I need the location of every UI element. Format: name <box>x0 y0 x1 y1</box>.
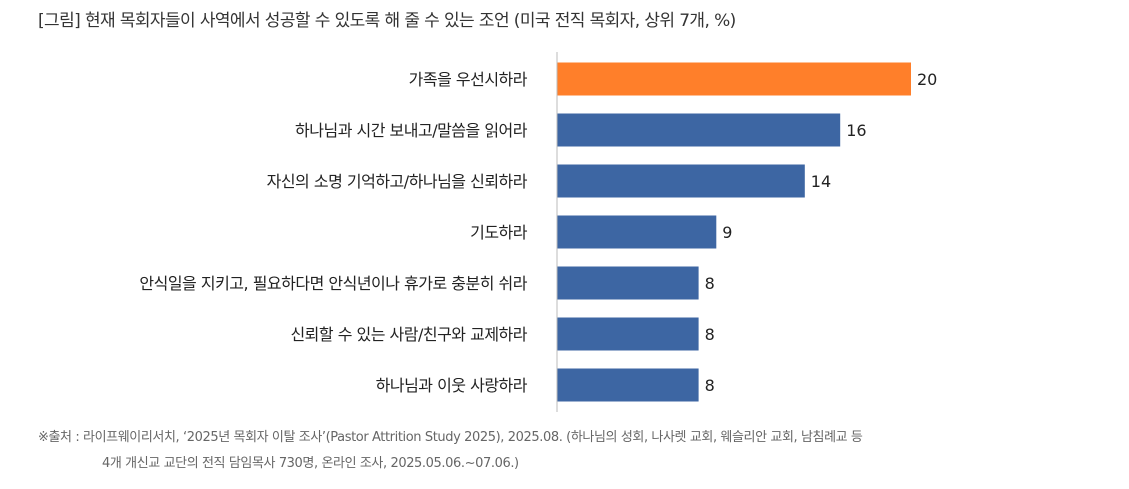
value-label: 8 <box>705 376 715 395</box>
category-label: 하나님과 시간 보내고/말씀을 읽어라 <box>295 121 528 140</box>
source-note-line2: 4개 개신교 교단의 전직 담임목사 730명, 온라인 조사, 2025.05… <box>102 456 519 471</box>
chart-title: [그림] 현재 목회자들이 사역에서 성공할 수 있도록 해 줄 수 있는 조언… <box>38 11 736 31</box>
bar <box>557 215 717 249</box>
value-label: 9 <box>722 223 732 242</box>
value-label: 20 <box>917 70 937 89</box>
category-label: 자신의 소명 기억하고/하나님을 신뢰하라 <box>267 172 528 191</box>
bar <box>557 164 805 198</box>
bar <box>557 266 699 300</box>
category-label: 가족을 우선시하라 <box>409 70 528 89</box>
value-labels: 20 16 14 9 8 8 8 <box>705 70 938 395</box>
bar <box>557 368 699 402</box>
value-label: 8 <box>705 274 715 293</box>
bar <box>557 317 699 351</box>
category-label: 신뢰할 수 있는 사람/친구와 교제하라 <box>290 325 527 344</box>
category-label: 안식일을 지키고, 필요하다면 안식년이나 휴가로 충분히 쉬라 <box>139 274 527 293</box>
bars <box>557 62 911 402</box>
value-label: 14 <box>811 172 831 191</box>
category-label: 기도하라 <box>470 223 528 242</box>
value-label: 16 <box>846 121 866 140</box>
source-note-line1: ※출처 : 라이프웨이리서치, ‘2025년 목회자 이탈 조사’(Pastor… <box>38 430 863 445</box>
bar <box>557 113 841 147</box>
category-label: 하나님과 이웃 사랑하라 <box>376 376 528 395</box>
bar <box>557 62 911 96</box>
value-label: 8 <box>705 325 715 344</box>
